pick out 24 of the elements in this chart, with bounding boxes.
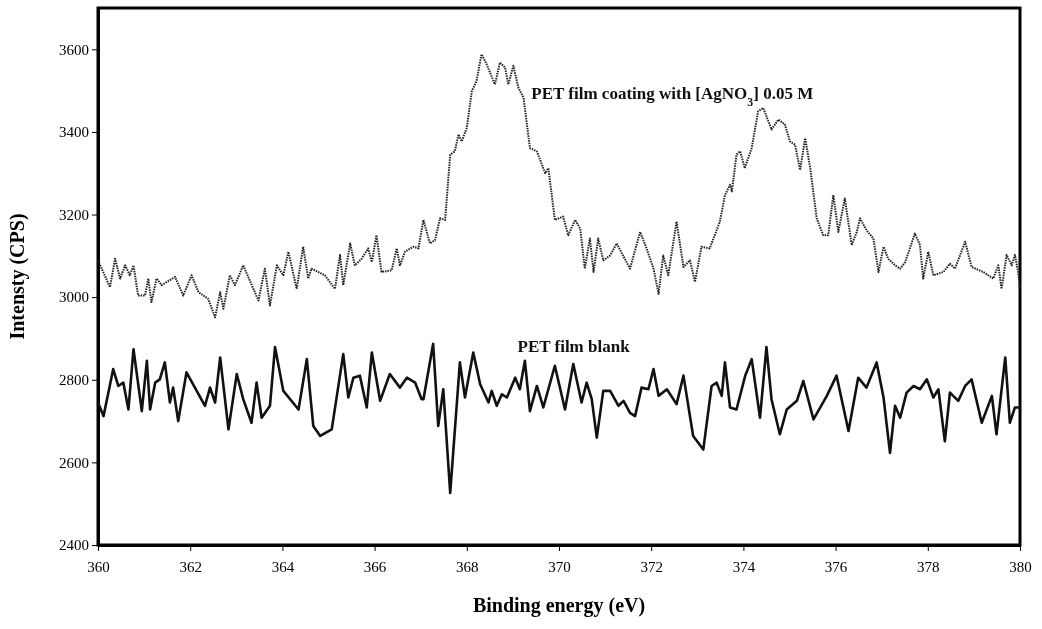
x-tick-label: 366: [363, 559, 387, 575]
y-tick-label: 3400: [59, 124, 89, 141]
x-tick-label: 380: [1009, 559, 1032, 575]
y-axis-title: Intensty (CPS): [6, 213, 29, 340]
x-tick-label: 368: [456, 559, 479, 575]
series-label: PET film blank: [517, 336, 631, 356]
line-series: [97, 53, 1021, 319]
y-tick-label: 3000: [59, 289, 89, 306]
x-axis-title: Binding energy (eV): [472, 594, 646, 617]
y-tick-label: 2400: [59, 537, 89, 554]
y-tick-label: 3200: [59, 206, 89, 223]
x-tick-label: 378: [917, 559, 940, 575]
x-tick-label: 376: [824, 559, 848, 575]
x-tick-label: 374: [732, 559, 756, 575]
series-label: PET film coating with [AgNO$_{3}$] 0.05 M: [531, 84, 814, 110]
line-series: [96, 342, 1022, 495]
y-tick-label: 2600: [59, 454, 89, 471]
y-tick-label: 2800: [59, 372, 89, 389]
x-tick-label: 362: [179, 559, 202, 575]
x-tick-label: 370: [548, 559, 571, 575]
x-tick-label: 364: [271, 559, 295, 575]
y-tick-label: 3600: [59, 41, 89, 58]
x-tick-label: 360: [87, 559, 110, 575]
x-tick-label: 372: [640, 559, 663, 575]
